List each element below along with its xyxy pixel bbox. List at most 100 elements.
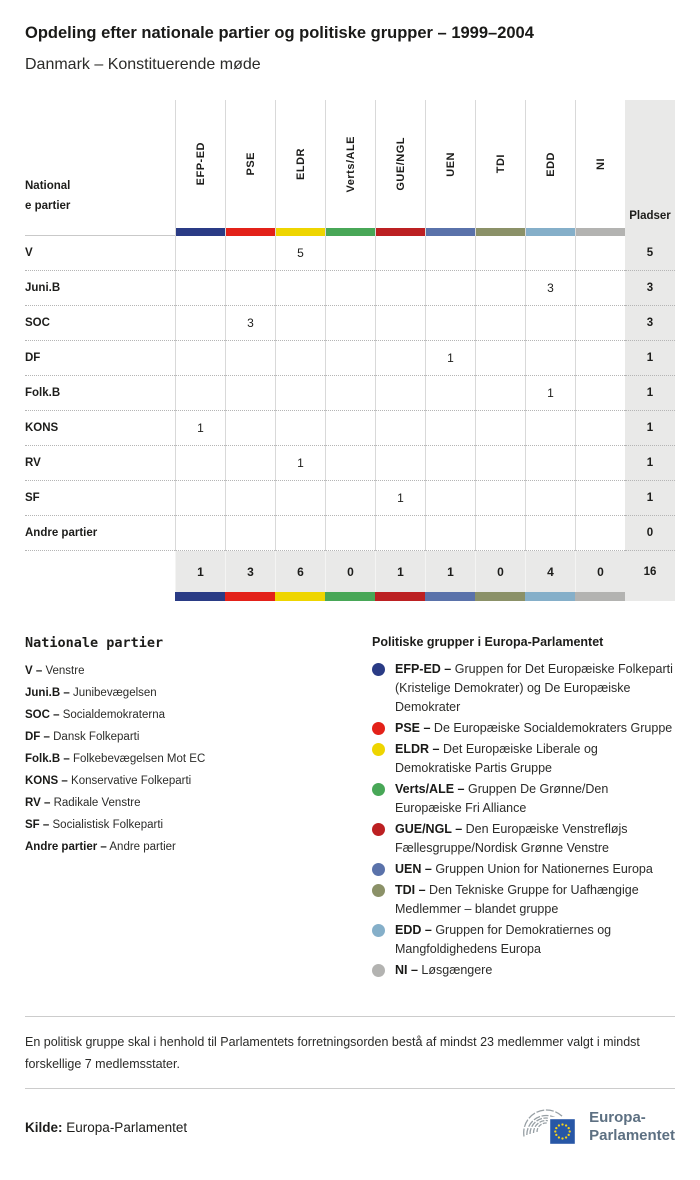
table-cell [575,446,625,481]
table-cell [375,341,425,376]
table-cell [575,271,625,306]
table-cell [575,306,625,341]
group-color-bar [175,592,225,601]
table-cell [575,376,625,411]
legend-item: GUE/NGL – Den Europæiske Venstrefløjs Fæ… [372,820,675,858]
group-color-dot-icon [372,964,385,977]
table-cell [325,271,375,306]
col-header-edd: EDD [525,100,575,228]
total-cell: 3 [225,551,275,592]
table-cell [425,236,475,271]
table-cell: 1 [425,341,475,376]
table-cell [225,411,275,446]
ep-logo: Europa- Parlamentet [523,1103,675,1151]
group-color-bar [375,228,425,236]
table-cell: 1 [175,411,225,446]
total-cell: 1 [175,551,225,592]
legend-item: V – Venstre [25,665,85,677]
table-cell [325,306,375,341]
group-color-dot-icon [372,722,385,735]
source-value: Europa-Parlamentet [66,1119,188,1135]
legend-item: KONS – Konservative Folkeparti [25,775,192,787]
table-cell [475,341,525,376]
legend-item: EFP-ED – Gruppen for Det Europæiske Folk… [372,660,675,717]
page-title: Opdeling efter nationale partier og poli… [25,24,534,42]
table-cell [325,411,375,446]
table-cell [325,376,375,411]
table-cell [525,446,575,481]
group-color-dot-icon [372,863,385,876]
group-color-dot-icon [372,823,385,836]
table-cell [425,376,475,411]
table-cell [375,271,425,306]
col-header-label: Verts/ALE [344,135,357,193]
group-color-bar [275,228,325,236]
col-header-ni: NI [575,100,625,228]
table-cell [475,306,525,341]
legend-item: ELDR – Det Europæiske Liberale og Demokr… [372,740,675,778]
legend-item: TDI – Den Tekniske Gruppe for Uafhængige… [372,881,675,919]
table-cell [225,516,275,551]
table-cell [475,236,525,271]
table-cell [175,516,225,551]
table-cell [475,446,525,481]
seats-cell: 1 [625,411,675,446]
divider [25,1016,675,1017]
row-label: SF [25,481,175,516]
table-cell [575,516,625,551]
totals-row-spacer [25,551,175,592]
seats-cell: 1 [625,481,675,516]
table-cell [575,411,625,446]
logo-text-line1: Europa- [589,1109,646,1126]
table-cell [275,516,325,551]
table-cell [575,341,625,376]
col-header-efp-ed: EFP-ED [175,100,225,228]
group-color-dot-icon [372,743,385,756]
table-cell [425,271,475,306]
table-cell [175,341,225,376]
group-color-bar [525,228,575,236]
col-header-label: EFP-ED [194,142,207,186]
group-color-bar [475,592,525,601]
row-header-line2: e partier [25,200,71,212]
row-label: RV [25,446,175,481]
page-subtitle: Danmark – Konstituerende møde [25,56,261,73]
row-label: Juni.B [25,271,175,306]
row-header-line1: National [25,180,71,192]
legend-item: DF – Dansk Folkeparti [25,731,140,743]
total-cell: 0 [575,551,625,592]
table-cell [225,341,275,376]
legend-item: NI – Løsgængere [372,961,675,980]
header-underline [25,228,175,236]
group-color-bar [525,592,575,601]
divider [25,1088,675,1089]
table-cell [575,236,625,271]
col-header-label: TDI [494,154,507,174]
group-color-dot-icon [372,924,385,937]
seats-cell: 1 [625,446,675,481]
table-cell [325,236,375,271]
col-header-eldr: ELDR [275,100,325,228]
col-header-seats: Pladser [625,100,675,228]
national-parties-legend: Nationale partier V – Venstre Juni.B – J… [25,635,372,982]
col-header-label: PSE [244,152,257,176]
total-cell: 4 [525,551,575,592]
table-cell [175,306,225,341]
legend-item: Verts/ALE – Gruppen De Grønne/Den Europæ… [372,780,675,818]
group-color-bar [175,228,225,236]
group-color-bar [575,228,625,236]
legend-item: Juni.B – Junibevægelsen [25,687,157,699]
col-header-label: NI [594,158,607,170]
legend-item: PSE – De Europæiske Socialdemokraters Gr… [372,719,675,738]
national-parties-heading: Nationale partier [25,635,164,651]
table-cell [475,271,525,306]
seats-table: National e partier EFP-ED PSE ELDR Verts… [25,100,675,601]
total-cell: 1 [425,551,475,592]
table-cell [225,446,275,481]
seats-col-filler [625,592,675,601]
row-label: KONS [25,411,175,446]
table-cell [225,376,275,411]
group-color-bar [325,592,375,601]
table-cell [325,481,375,516]
